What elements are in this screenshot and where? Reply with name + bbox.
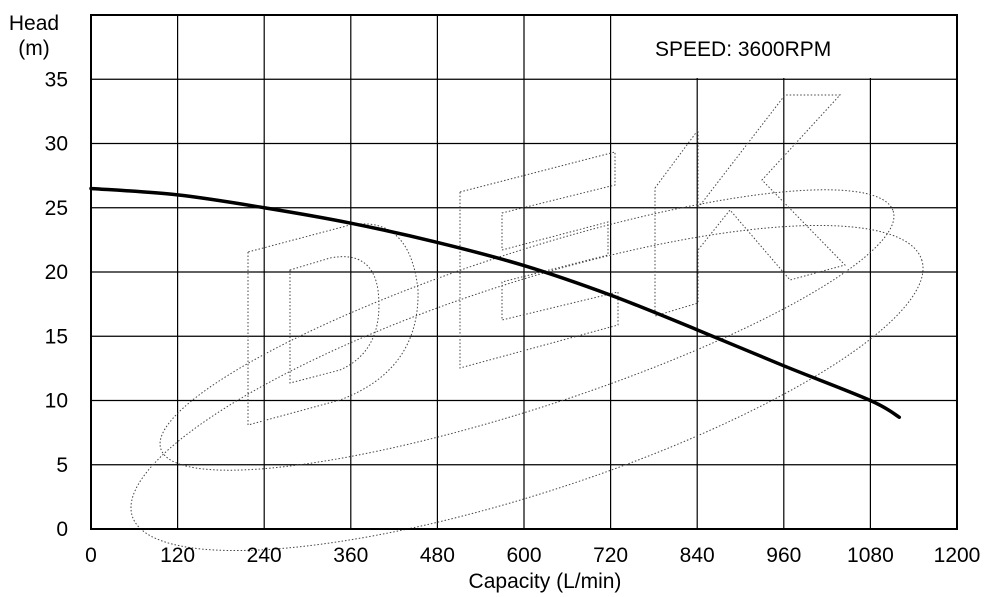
plot-frame	[90, 14, 958, 530]
y-tick-label: 10	[45, 390, 68, 413]
y-tick-label: 25	[45, 197, 68, 220]
y-axis-title-line1: Head	[9, 12, 59, 35]
y-tick-label: 20	[45, 261, 68, 284]
x-tick-label: 360	[333, 544, 368, 567]
watermark-letter-k	[654, 94, 846, 317]
x-tick-label: 120	[160, 544, 195, 567]
x-tick-label: 1200	[934, 544, 981, 567]
x-tick-label: 960	[766, 544, 801, 567]
x-axis-title: Capacity (L/min)	[469, 570, 622, 593]
watermark-ellipse-outer	[130, 224, 924, 552]
x-tick-label: 0	[85, 544, 97, 567]
y-tick-label: 35	[45, 68, 68, 91]
x-tick-label: 840	[680, 544, 715, 567]
speed-annotation: SPEED: 3600RPM	[655, 38, 831, 61]
watermark-letter-d	[247, 223, 419, 426]
dek-watermark	[130, 94, 924, 552]
watermark-ellipse-inner	[159, 189, 895, 471]
watermark-letter-e	[459, 151, 619, 369]
x-tick-label: 1080	[847, 544, 894, 567]
speed-label-box	[612, 16, 956, 78]
grid-lines	[90, 14, 958, 530]
y-tick-label: 0	[56, 518, 68, 541]
y-tick-label: 15	[45, 325, 68, 348]
y-tick-label: 5	[56, 454, 68, 477]
y-axis-title-line2: (m)	[18, 37, 49, 60]
x-tick-label: 480	[420, 544, 455, 567]
x-tick-label: 720	[593, 544, 628, 567]
x-tick-label: 240	[247, 544, 282, 567]
x-tick-label: 600	[506, 544, 541, 567]
tick-labels: 0 120 240 360 480 600 720 840 960 1080 1200 0 5 10 15 2…	[45, 68, 981, 567]
head-capacity-curve	[89, 186, 902, 419]
y-tick-label: 30	[45, 133, 68, 156]
